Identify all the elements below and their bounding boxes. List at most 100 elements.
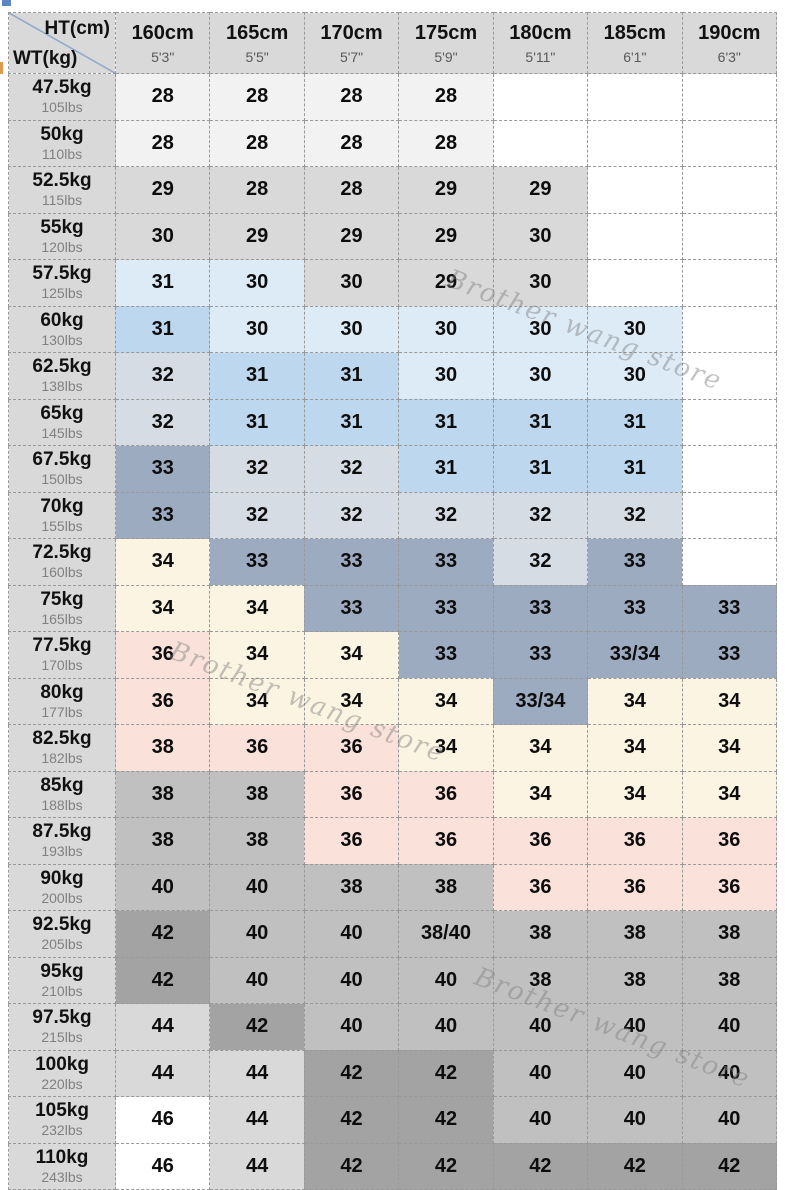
size-cell: 40 bbox=[492, 1003, 589, 1051]
diagonal-divider-line bbox=[9, 13, 115, 73]
size-cell: 33/34 bbox=[587, 631, 683, 679]
column-header-185cm: 185cm 6'1" bbox=[587, 12, 683, 74]
column-header-160cm: 160cm 5'3" bbox=[114, 12, 211, 74]
table-row: 50kg 110lbs 28 28 28 28 bbox=[8, 119, 778, 167]
row-weight-lbs: 200lbs bbox=[41, 889, 83, 906]
size-cell: 28 bbox=[398, 73, 494, 121]
row-header-72.5kg: 72.5kg 160lbs bbox=[8, 538, 116, 586]
empty-cell bbox=[681, 538, 778, 586]
empty-cell bbox=[587, 166, 683, 214]
size-cell: 33 bbox=[492, 631, 589, 679]
row-weight-lbs: 215lbs bbox=[41, 1029, 83, 1046]
size-cell: 36 bbox=[398, 770, 494, 818]
size-cell: 40 bbox=[587, 1003, 683, 1051]
size-cell: 42 bbox=[587, 1142, 683, 1190]
column-height-cm: 190cm bbox=[698, 22, 761, 45]
row-weight-lbs: 165lbs bbox=[41, 610, 83, 627]
table-row: 82.5kg 182lbs 38 36 36 34 34 34 34 bbox=[8, 724, 778, 772]
size-cell: 31 bbox=[209, 352, 305, 400]
row-weight-lbs: 193lbs bbox=[41, 843, 83, 860]
row-weight-lbs: 145lbs bbox=[41, 424, 83, 441]
size-cell: 33 bbox=[681, 584, 778, 632]
table-row: 47.5kg 105lbs 28 28 28 28 bbox=[8, 73, 778, 121]
row-header-65kg: 65kg 145lbs bbox=[8, 398, 116, 446]
column-header-175cm: 175cm 5'9" bbox=[398, 12, 494, 74]
size-cell: 38 bbox=[681, 956, 778, 1004]
size-cell: 38 bbox=[492, 910, 589, 958]
empty-cell bbox=[587, 119, 683, 167]
size-cell: 29 bbox=[492, 166, 589, 214]
size-cell: 38 bbox=[209, 817, 305, 865]
size-cell: 31 bbox=[114, 259, 211, 307]
corner-header-cell: HT(cm) WT(kg) bbox=[8, 12, 116, 74]
table-row: 55kg 120lbs 30 29 29 29 30 bbox=[8, 212, 778, 260]
header-row: HT(cm) WT(kg) 160cm 5'3" 165cm 5'5" 170cm 5'7… bbox=[8, 12, 778, 74]
size-cell: 31 bbox=[398, 445, 494, 493]
size-cell: 34 bbox=[209, 584, 305, 632]
row-header-97.5kg: 97.5kg 215lbs bbox=[8, 1003, 116, 1051]
size-cell: 42 bbox=[398, 1049, 494, 1097]
row-weight-lbs: 150lbs bbox=[41, 471, 83, 488]
size-cell: 34 bbox=[114, 584, 211, 632]
empty-cell bbox=[587, 73, 683, 121]
size-cell: 34 bbox=[681, 770, 778, 818]
size-cell: 28 bbox=[114, 73, 211, 121]
size-cell: 36 bbox=[398, 817, 494, 865]
row-header-80kg: 80kg 177lbs bbox=[8, 677, 116, 725]
size-cell: 33 bbox=[587, 584, 683, 632]
row-weight-kg: 67.5kg bbox=[32, 449, 92, 471]
size-cell: 30 bbox=[492, 305, 589, 353]
row-weight-kg: 55kg bbox=[40, 216, 84, 238]
size-cell: 32 bbox=[114, 352, 211, 400]
row-weight-kg: 97.5kg bbox=[32, 1007, 92, 1029]
size-cell: 38 bbox=[587, 956, 683, 1004]
empty-cell bbox=[681, 305, 778, 353]
table-row: 80kg 177lbs 36 34 34 34 33/34 34 34 bbox=[8, 677, 778, 725]
size-cell: 40 bbox=[209, 910, 305, 958]
size-cell: 31 bbox=[209, 398, 305, 446]
column-height-ft: 5'3" bbox=[151, 49, 175, 66]
table-header: HT(cm) WT(kg) 160cm 5'3" 165cm 5'5" 170cm 5'7… bbox=[8, 12, 778, 74]
row-weight-lbs: 182lbs bbox=[41, 750, 83, 767]
row-weight-kg: 85kg bbox=[40, 774, 84, 796]
size-cell: 28 bbox=[303, 166, 400, 214]
size-cell: 32 bbox=[114, 398, 211, 446]
table-row: 60kg 130lbs 31 30 30 30 30 30 bbox=[8, 305, 778, 353]
row-weight-kg: 75kg bbox=[40, 588, 84, 610]
column-height-ft: 6'3" bbox=[717, 49, 741, 66]
size-cell: 40 bbox=[681, 1049, 778, 1097]
row-weight-lbs: 105lbs bbox=[41, 99, 83, 116]
size-cell: 31 bbox=[492, 398, 589, 446]
size-cell: 30 bbox=[209, 259, 305, 307]
row-weight-lbs: 205lbs bbox=[41, 936, 83, 953]
row-weight-kg: 95kg bbox=[40, 960, 84, 982]
size-cell: 32 bbox=[587, 491, 683, 539]
column-height-cm: 185cm bbox=[603, 22, 666, 45]
size-cell: 28 bbox=[209, 73, 305, 121]
size-cell: 40 bbox=[209, 956, 305, 1004]
size-cell: 33 bbox=[303, 538, 400, 586]
row-weight-lbs: 115lbs bbox=[41, 192, 83, 209]
size-cell: 34 bbox=[587, 770, 683, 818]
row-weight-kg: 92.5kg bbox=[32, 914, 92, 936]
size-cell: 38 bbox=[303, 863, 400, 911]
size-cell: 38 bbox=[398, 863, 494, 911]
row-weight-lbs: 130lbs bbox=[41, 331, 83, 348]
size-cell: 44 bbox=[209, 1096, 305, 1144]
empty-cell bbox=[681, 491, 778, 539]
size-cell: 33 bbox=[587, 538, 683, 586]
size-cell: 33 bbox=[398, 538, 494, 586]
column-height-cm: 180cm bbox=[509, 22, 572, 45]
row-header-70kg: 70kg 155lbs bbox=[8, 491, 116, 539]
size-cell: 40 bbox=[492, 1049, 589, 1097]
size-cell: 30 bbox=[303, 305, 400, 353]
size-cell: 31 bbox=[587, 445, 683, 493]
weight-axis-label: WT(kg) bbox=[13, 48, 78, 69]
size-cell: 31 bbox=[303, 352, 400, 400]
size-cell: 44 bbox=[114, 1049, 211, 1097]
size-cell: 42 bbox=[398, 1096, 494, 1144]
size-cell: 30 bbox=[587, 305, 683, 353]
row-header-52.5kg: 52.5kg 115lbs bbox=[8, 166, 116, 214]
table-row: 97.5kg 215lbs 44 42 40 40 40 40 40 bbox=[8, 1003, 778, 1051]
